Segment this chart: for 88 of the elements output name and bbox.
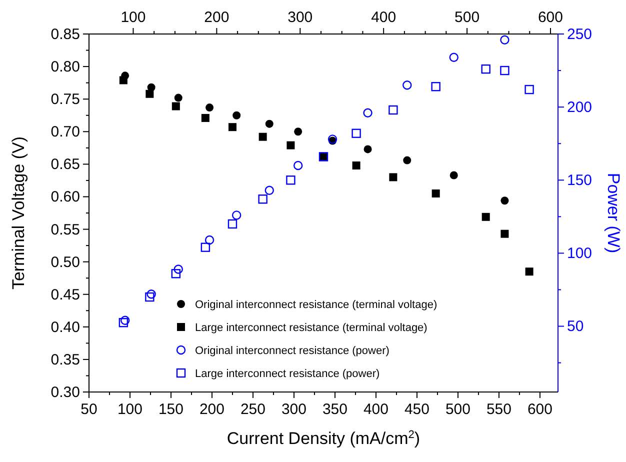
point [482,212,490,221]
point [258,194,268,204]
y-tick-label: 0.85 [50,26,80,43]
y-axis-title: Terminal Voltage (V) [9,136,28,290]
y2-tick-label: 100 [567,245,592,262]
point [228,219,238,229]
y-tick-label: 0.75 [50,91,80,108]
point [450,171,458,180]
point [293,160,303,170]
y2-tick-label: 150 [567,172,592,190]
x-tick-label: 250 [240,401,266,418]
point [500,35,510,44]
x2-tick-label: 400 [371,9,396,26]
legend-label: Original interconnect resistance (terminal voltage) [195,299,438,311]
point [500,66,510,76]
y-tick-label: 0.45 [50,286,80,304]
x2-tick-label: 100 [120,9,146,26]
point [388,105,398,115]
x-tick-label: 50 [80,401,98,418]
x-tick-label: 150 [158,401,184,418]
point [524,84,534,94]
y-tick-label: 0.70 [50,124,80,141]
point [206,104,214,112]
point [352,128,361,138]
point [525,268,534,276]
point [200,242,210,252]
y-tick-label: 0.65 [50,156,80,174]
x-tick-label: 100 [117,401,143,418]
x-tick-label: 550 [486,401,512,418]
x-tick-label: 600 [527,401,552,418]
point [232,210,242,220]
point [264,186,274,195]
point [174,94,182,102]
point [228,123,236,132]
point [120,316,130,325]
legend-label: Original interconnect resistance (power) [195,345,390,357]
point [265,120,274,128]
point [174,264,183,274]
y2-tick-label: 250 [567,26,592,43]
y2-tick-label: 50 [567,318,584,336]
point [364,145,372,154]
x-tick-label: 500 [445,401,470,418]
point [286,176,296,185]
point [286,141,295,150]
point [402,80,412,90]
y-tick-label: 0.35 [50,351,80,368]
y-tick-label: 0.55 [50,221,80,238]
point [201,114,210,122]
point [204,235,214,245]
point [449,52,458,62]
x2-tick-label: 300 [288,9,313,26]
x-tick-label: 400 [363,401,388,418]
x-tick-label: 350 [322,401,348,418]
y2-axis-title: Power (W) [604,172,623,254]
x-tick-label: 450 [404,401,430,418]
legend-label: Large interconnect resistance (power) [195,368,380,380]
x-tick-label: 200 [199,401,225,418]
point [119,76,128,84]
point [232,111,241,120]
point [352,161,360,170]
y-tick-label: 0.60 [50,188,80,206]
point [146,290,156,299]
point [145,292,154,302]
x2-tick-label: 500 [454,9,480,26]
y-tick-label: 0.50 [50,254,80,271]
legend-label: Large interconnect resistance (terminal voltage) [195,322,428,334]
point [294,128,302,136]
point [172,102,180,110]
point [146,90,154,98]
point [500,230,509,238]
point [432,189,440,198]
x2-tick-label: 200 [204,9,230,26]
y2-tick-label: 200 [567,99,592,116]
x2-tick-label: 600 [538,9,564,26]
point [363,108,372,118]
y-tick-label: 0.40 [50,318,80,336]
point [481,64,490,74]
point [431,82,440,92]
point [118,318,128,328]
point [171,269,181,278]
y-tick-label: 0.80 [50,58,80,76]
y-tick-label: 0.30 [50,384,80,401]
point [258,132,267,141]
x-axis-title: Current Density (mA/cm$^{2}$) [226,429,420,448]
x-tick-label: 300 [281,401,306,418]
point [403,156,412,164]
point [389,173,398,182]
point [500,196,509,205]
